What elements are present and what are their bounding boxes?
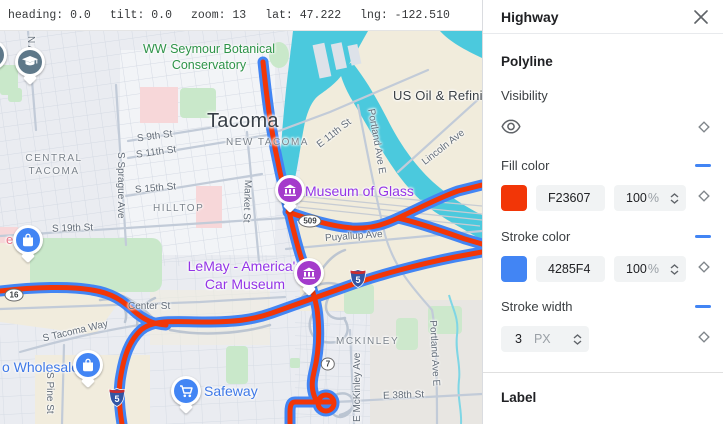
shopping-bag-icon [16, 228, 40, 252]
section-divider [483, 372, 723, 373]
stepper-arrows[interactable] [670, 263, 679, 275]
poi-label-museum-of-glass: Museum of Glass [305, 183, 414, 199]
stroke-width-label: Stroke width [501, 299, 573, 314]
interstate-shield-5: 5 [108, 388, 126, 413]
street-label: E McKinley Ave [352, 352, 363, 422]
street-label: E 38th St [382, 389, 425, 402]
shopping-bag-icon [76, 353, 100, 377]
inherited-value-dash[interactable] [695, 164, 711, 167]
close-icon[interactable] [690, 6, 712, 28]
inherited-value-dash[interactable] [695, 305, 711, 308]
poi-label-wholesale: o Wholesale [2, 359, 80, 375]
visibility-label: Visibility [501, 88, 548, 103]
shopping-marker[interactable] [13, 225, 43, 264]
interstate-shield-5: 5 [349, 269, 367, 294]
fill-color-swatch[interactable] [501, 185, 527, 211]
museum-icon [297, 261, 321, 285]
route-shield-7: 7 [320, 357, 336, 371]
graduation-cap-icon [0, 43, 4, 67]
inherit-diamond-icon[interactable] [697, 120, 711, 139]
stepper-arrows[interactable] [670, 192, 679, 204]
area-label-new-tacoma: NEW TACOMA [226, 137, 309, 148]
street-label: S 19th St [51, 222, 94, 235]
section-heading-label: Label [501, 390, 537, 405]
area-label-mckinley: MCKINLEY [336, 336, 400, 347]
poi-label-us-oil: US Oil & Refini [393, 88, 482, 103]
stroke-opacity-input[interactable]: 100% [614, 256, 686, 282]
inherited-value-dash[interactable] [695, 235, 711, 238]
poi-label-truncated: er [6, 232, 18, 247]
poi-label-safeway: Safeway [204, 383, 258, 399]
street-label: S Sprague Ave [115, 152, 126, 219]
stroke-color-hex-input[interactable]: 4285F4 [536, 256, 605, 282]
route-shield-509: 509 [298, 214, 322, 228]
grocery-marker[interactable] [171, 376, 201, 415]
route-shield-16: 16 [4, 288, 24, 302]
inherit-diamond-icon[interactable] [697, 260, 711, 279]
shopping-marker[interactable] [73, 350, 103, 389]
fill-color-hex-input[interactable]: F23607 [536, 185, 605, 211]
school-marker[interactable] [0, 40, 7, 70]
street-label: S Pine St [44, 372, 55, 414]
map-canvas[interactable]: Tacoma NEW TACOMA CENTRAL TACOMA HILLTOP… [0, 0, 482, 424]
stroke-color-swatch[interactable] [501, 256, 527, 282]
stepper-arrows[interactable] [573, 333, 582, 345]
fill-color-label: Fill color [501, 158, 550, 173]
map-base-layer [0, 29, 482, 424]
fill-opacity-input[interactable]: 100% [614, 185, 686, 211]
city-label-tacoma: Tacoma [207, 110, 279, 132]
area-label-hilltop: HILLTOP [153, 203, 205, 214]
poi-label-conservatory: WW Seymour Botanical Conservatory [143, 42, 275, 72]
stroke-width-input[interactable]: 3 PX [501, 326, 589, 352]
street-label: Center St [128, 301, 171, 312]
lat-readout: lat: 47.222 [265, 8, 342, 22]
museum-marker[interactable] [294, 258, 324, 297]
graduation-cap-icon [18, 50, 42, 74]
lng-readout: lng: -122.510 [360, 8, 450, 22]
heading-readout: heading: 0.0 [8, 8, 91, 22]
svg-text:5: 5 [355, 275, 360, 285]
tilt-readout: tilt: 0.0 [109, 8, 172, 22]
style-panel-header: Highway [483, 0, 723, 34]
visibility-eye-toggle[interactable] [501, 119, 521, 139]
shopping-cart-icon [174, 379, 198, 403]
panel-title: Highway [501, 8, 559, 25]
inherit-diamond-icon[interactable] [697, 330, 711, 349]
museum-marker[interactable] [275, 175, 305, 214]
section-heading-polyline: Polyline [501, 54, 553, 69]
zoom-readout: zoom: 13 [190, 8, 247, 22]
style-panel: Highway Polyline Visibility Fill color [482, 0, 723, 424]
area-label-central-tacoma: CENTRAL TACOMA [25, 153, 83, 177]
inherit-diamond-icon[interactable] [697, 189, 711, 208]
poi-label-lemay: LeMay - America's Car Museum [187, 258, 303, 292]
camera-status-bar: heading: 0.0 tilt: 0.0 zoom: 13 lat: 47.… [0, 0, 482, 31]
street-label: Market St [240, 179, 253, 223]
school-marker[interactable] [15, 47, 45, 86]
svg-text:5: 5 [114, 394, 119, 404]
museum-icon [278, 178, 302, 202]
stroke-color-label: Stroke color [501, 229, 571, 244]
